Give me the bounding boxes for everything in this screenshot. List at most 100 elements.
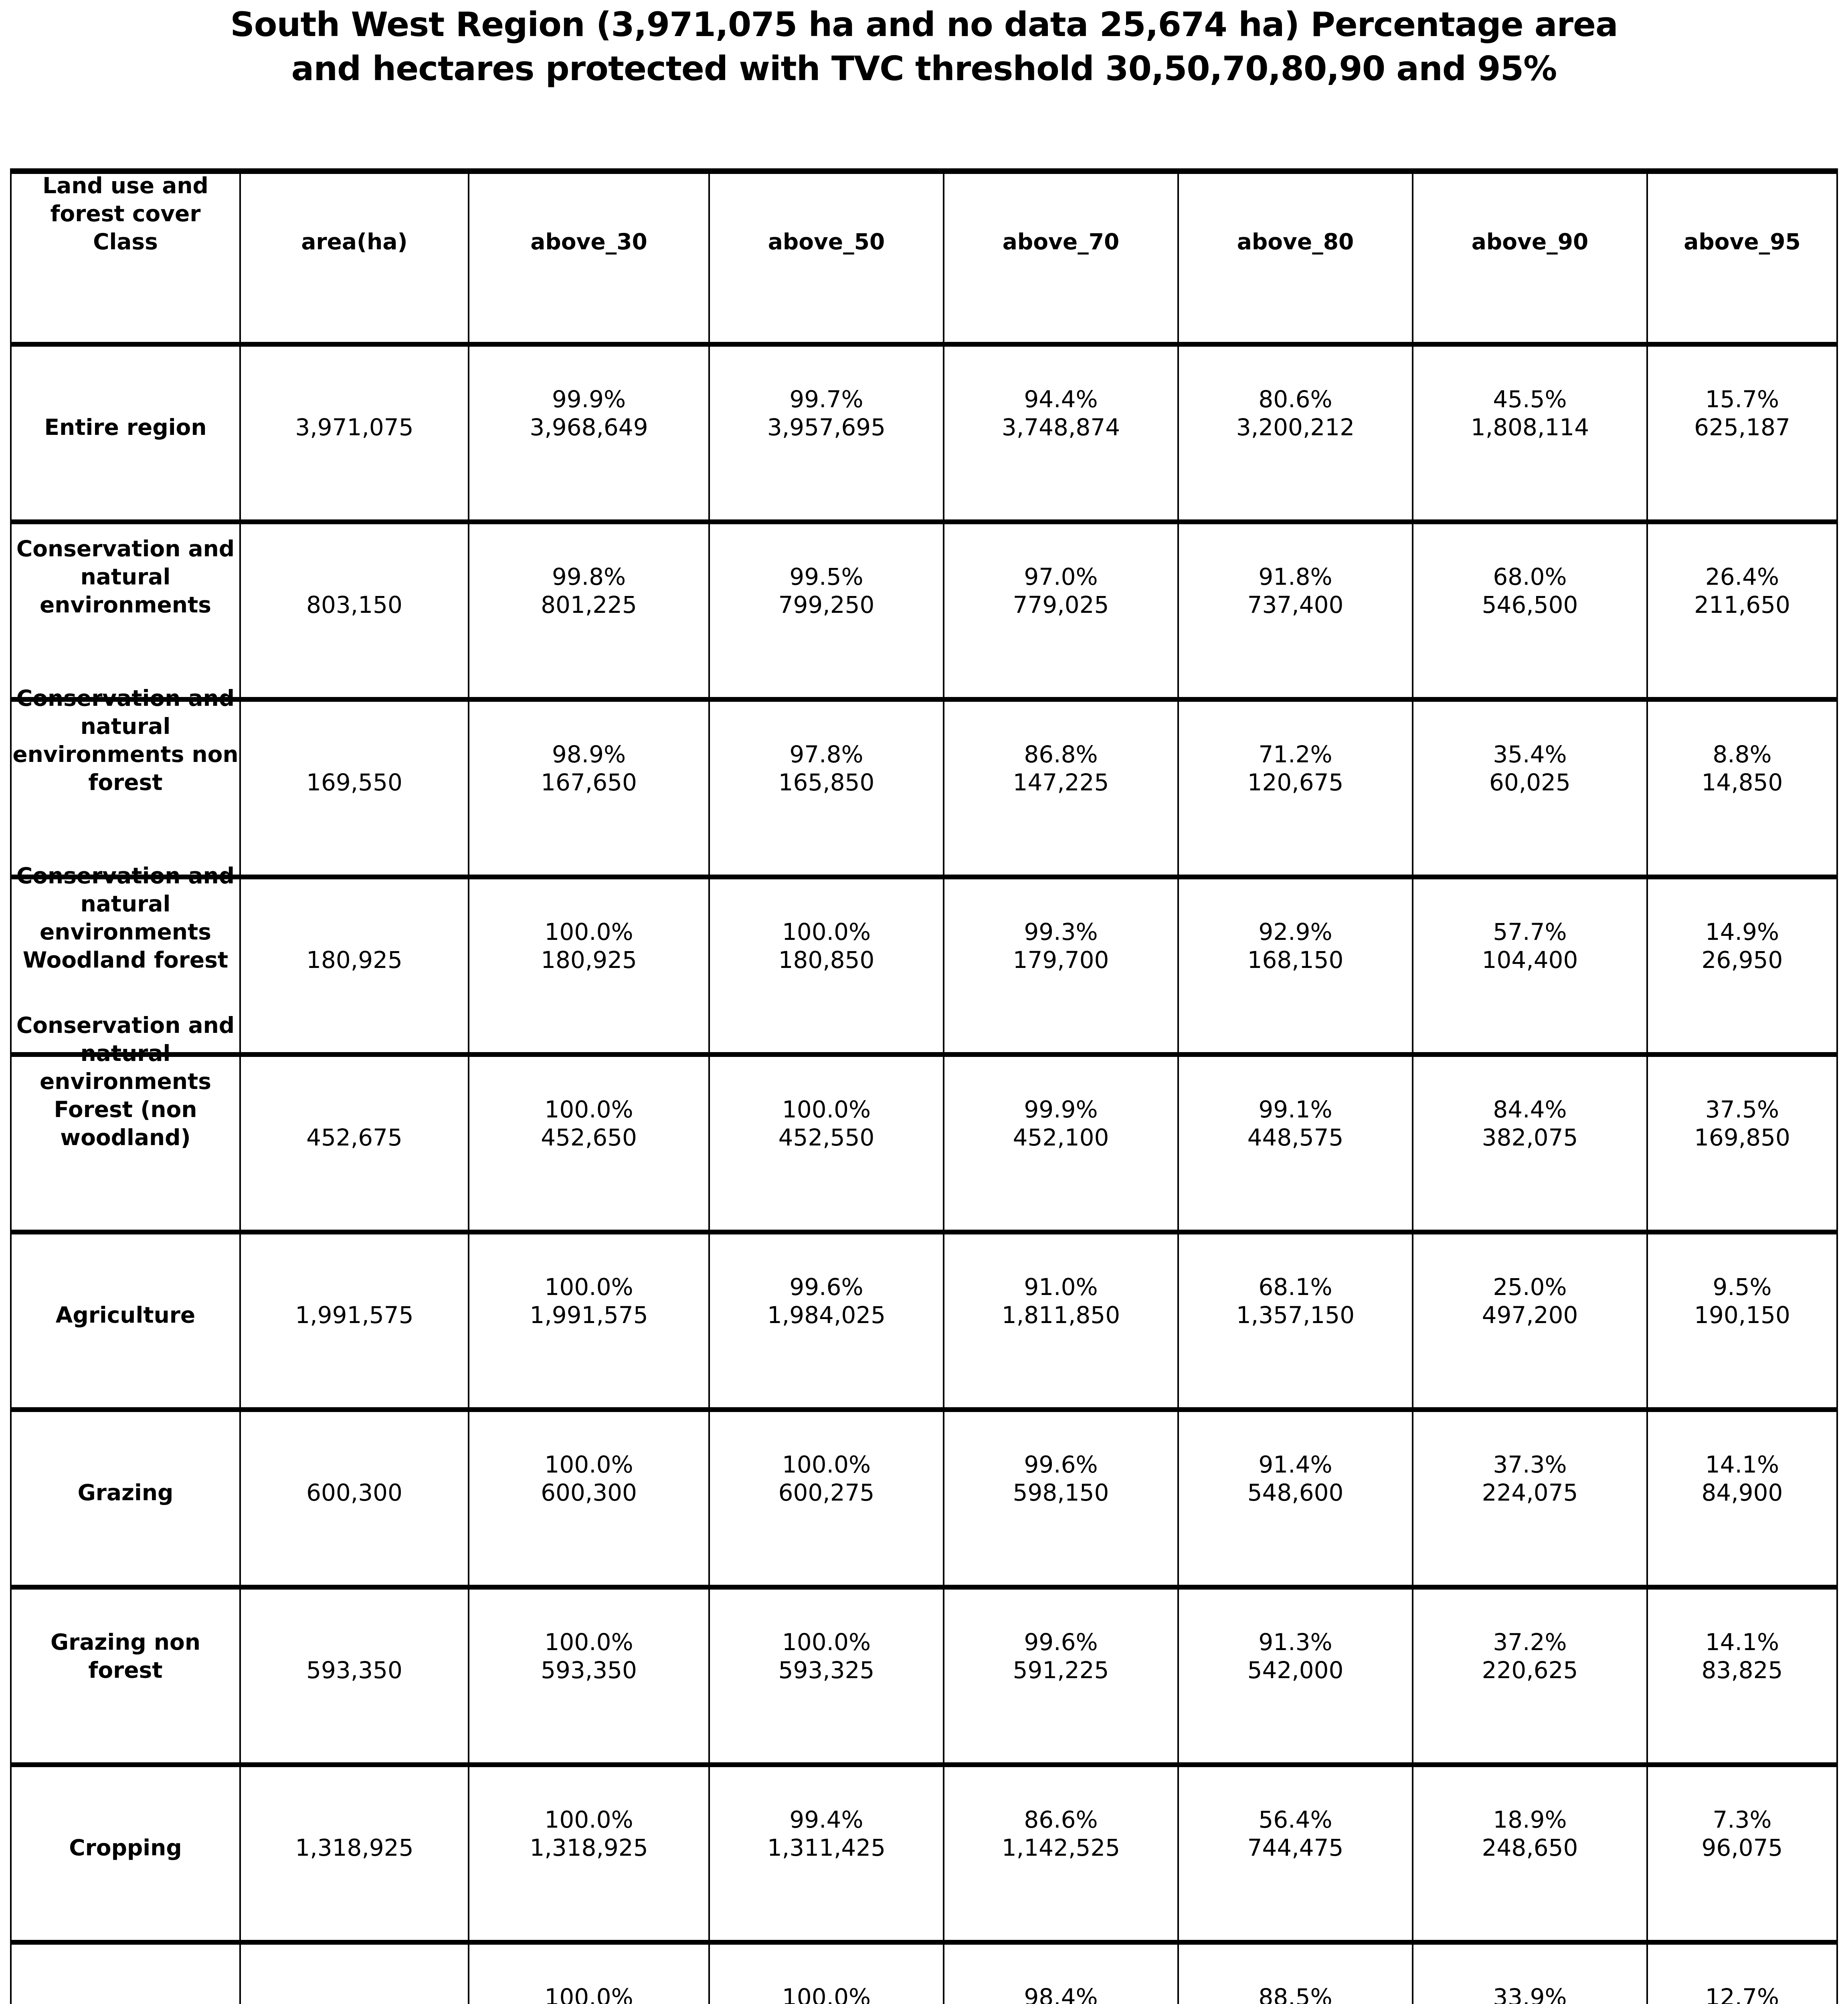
above-90-cell: 18.9% 248,650 [1413,1767,1648,1940]
column-header-label: above_70 [1002,229,1120,255]
area-value: 593,350 [306,1657,402,1684]
ha-value: 1,811,850 [1001,1301,1120,1329]
ha-value: 220,625 [1482,1657,1578,1684]
pct-value: 99.1% [1258,1096,1332,1123]
ha-value: 801,225 [541,591,637,618]
pct-value: 100.0% [544,1273,633,1301]
above-80-cell: 68.1% 1,357,150 [1179,1234,1413,1407]
ha-value: 542,000 [1247,1657,1344,1684]
above-95-cell: 9.5% 190,150 [1648,1234,1838,1407]
column-header-above-30: above_30 [469,174,710,342]
row-label: Conservation and natural environments [16,536,235,618]
area-cell: 1,318,925 [241,1767,469,1940]
above-30-cell: 100.0% 452,650 [469,1057,710,1230]
ha-value: 593,350 [541,1657,637,1684]
ha-value: 1,984,025 [767,1301,886,1329]
ha-value: 452,650 [541,1124,637,1151]
above-30-cell: 100.0% 600,300 [469,1412,710,1585]
above-70-cell: 91.0% 1,811,850 [944,1234,1179,1407]
ha-value: 737,400 [1247,591,1344,618]
table-row: Conservation and natural environments no… [10,685,1838,879]
above-80-cell: 91.4% 548,600 [1179,1412,1413,1585]
ha-value: 120,675 [1247,769,1344,796]
ha-value: 1,808,114 [1470,414,1589,441]
ha-value: 625,187 [1694,414,1790,441]
above-90-cell: 37.2% 220,625 [1413,1590,1648,1762]
pct-value: 99.3% [1024,918,1098,945]
pct-value: 9.5% [1713,1273,1772,1301]
above-30-cell: 100.0%72,250 [469,1945,710,2004]
pct-value: 100.0% [544,1628,633,1656]
row-label-cell: Agriculture [10,1234,241,1407]
pct-value: 98.9% [552,741,626,768]
ha-value: 799,250 [778,591,875,618]
pct-value: 35.4% [1493,741,1567,768]
area-cell: 803,150 [241,524,469,697]
pct-value: 18.9% [1493,1806,1567,1833]
ha-value: 14,850 [1701,769,1783,796]
pct-value: 100.0% [544,1451,633,1478]
pct-value: 14.1% [1705,1628,1779,1656]
area-value: 180,925 [306,946,402,974]
ha-value: 3,748,874 [1001,414,1120,441]
above-90-cell: 57.7% 104,400 [1413,879,1648,1052]
ha-value: 591,225 [1013,1657,1109,1684]
ha-value: 179,700 [1013,946,1109,974]
pct-value: 100.0% [544,918,633,945]
pct-value: 68.0% [1493,563,1567,590]
column-header-above-50: above_50 [710,174,944,342]
pct-value: 37.3% [1493,1451,1567,1478]
ha-value: 382,075 [1482,1124,1578,1151]
ha-value: 60,025 [1489,769,1571,796]
above-80-cell: 56.4% 744,475 [1179,1767,1413,1940]
ha-value: 248,650 [1482,1834,1578,1861]
ha-value: 211,650 [1694,591,1790,618]
pct-value: 45.5% [1493,386,1567,413]
ha-value: 167,650 [541,769,637,796]
above-50-cell: 97.8% 165,850 [710,702,944,875]
above-30-cell: 100.0% 1,991,575 [469,1234,710,1407]
pct-value: 100.0% [782,1096,871,1123]
column-header-label: above_50 [768,229,885,255]
pct-value: 37.5% [1705,1096,1779,1123]
above-95-cell: 14.1% 83,825 [1648,1590,1838,1762]
above-90-cell: 37.3% 224,075 [1413,1412,1648,1585]
pct-value: 100.0% [544,1984,633,2004]
table-row: Conservation and natural environments Wo… [10,863,1838,1057]
pct-value: 99.6% [789,1273,863,1301]
row-label-cell: Entire region [10,347,241,519]
row-label: Conservation and natural environments Wo… [16,863,235,973]
table-row: Cropping 1,318,925 100.0% 1,318,925 99.4%… [10,1767,1838,1945]
table-row: Grazing 600,300 100.0% 600,300 100.0% 600,… [10,1412,1838,1590]
above-80-cell: 71.2% 120,675 [1179,702,1413,875]
pct-value: 56.4% [1258,1806,1332,1833]
pct-value: 86.8% [1024,741,1098,768]
above-95-cell: 14.9% 26,950 [1648,879,1838,1052]
above-95-cell: 7.3% 96,075 [1648,1767,1838,1940]
row-label: Grazing non forest [50,1629,201,1683]
ha-value: 548,600 [1247,1479,1344,1506]
pct-value: 15.7% [1705,386,1779,413]
pct-value: 100.0% [782,1628,871,1656]
column-header-label: above_95 [1684,229,1801,255]
column-header-label: above_80 [1237,229,1354,255]
pct-value: 99.6% [1024,1451,1098,1478]
area-cell: 72,250 [241,1945,469,2004]
pct-value: 7.3% [1713,1806,1772,1833]
above-70-cell: 86.8% 147,225 [944,702,1179,875]
ha-value: 744,475 [1247,1834,1344,1861]
ha-value: 104,400 [1482,946,1578,974]
pct-value: 100.0% [544,1806,633,1833]
above-30-cell: 98.9% 167,650 [469,702,710,875]
above-80-cell: 99.1% 448,575 [1179,1057,1413,1230]
above-95-cell: 8.8% 14,850 [1648,702,1838,875]
above-70-cell: 99.3% 179,700 [944,879,1179,1052]
ha-value: 497,200 [1482,1301,1578,1329]
above-30-cell: 100.0% 1,318,925 [469,1767,710,1940]
above-70-cell: 97.0% 779,025 [944,524,1179,697]
above-70-cell: 94.4% 3,748,874 [944,347,1179,519]
pct-value: 12.7% [1705,1984,1779,2004]
pct-value: 80.6% [1258,386,1332,413]
row-label: Grazing [77,1480,174,1505]
pct-value: 92.9% [1258,918,1332,945]
